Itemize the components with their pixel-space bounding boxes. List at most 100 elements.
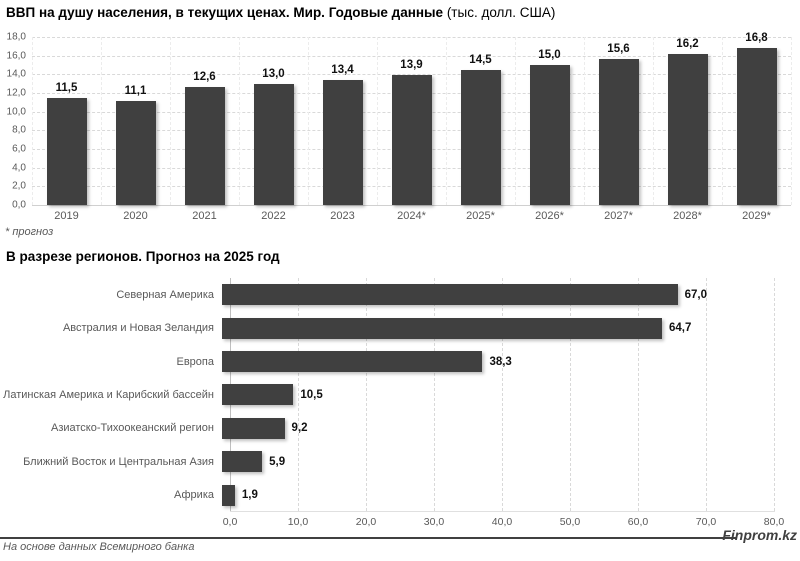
chart2-row: Азиатско-Тихоокеанский регион 9,2 xyxy=(0,412,790,445)
chart1-bar-slot: 15,0 xyxy=(515,37,584,205)
chart1-y-tick-label: 14,0 xyxy=(6,68,26,80)
chart2-category-label: Латинская Америка и Карибский бассейн xyxy=(3,388,214,401)
forecast-footnote: * прогноз xyxy=(5,226,54,238)
chart1-bar-slot: 16,8 xyxy=(722,32,791,205)
gridline-horizontal xyxy=(32,55,791,57)
chart2-x-tick-label: 60,0 xyxy=(627,516,649,528)
chart2-bars: Северная Америка 67,0 Австралия и Новая Зе… xyxy=(0,278,790,512)
chart1-y-tick-label: 10,0 xyxy=(6,106,26,118)
gridline-vertical xyxy=(584,37,585,205)
gridline-vertical xyxy=(434,278,435,511)
chart1-bar xyxy=(322,79,363,205)
chart1-y-tick-label: 18,0 xyxy=(6,31,26,43)
chart1-bars: 11,5 11,1 12,6 13,0 13,4 13,9 14,5 15,0 15,6 16,2… xyxy=(32,32,791,205)
gridline-vertical xyxy=(774,278,775,511)
gridline-vertical xyxy=(377,37,378,205)
chart2-bar-value: 38,3 xyxy=(489,355,512,368)
gridline-horizontal xyxy=(32,74,791,76)
chart1-x-tick-label: 2024* xyxy=(397,210,426,222)
chart1-bar-slot: 15,6 xyxy=(584,37,653,205)
chart1-bar-value: 15,0 xyxy=(538,49,561,61)
chart2-category-label: Ближний Восток и Центральная Азия xyxy=(23,455,214,468)
chart2-x-tick-label: 10,0 xyxy=(287,516,309,528)
gridline-vertical xyxy=(170,37,171,205)
chart1-x-tick-label: 2021 xyxy=(192,210,217,222)
gridline-vertical xyxy=(706,278,707,511)
gridline-vertical xyxy=(239,37,240,205)
chart1-bar-value: 16,8 xyxy=(745,32,768,45)
chart1-title-unit: (тыс. долл. США) xyxy=(443,5,556,20)
chart2-x-axis: 0,0 10,0 20,0 30,0 40,0 50,0 60,0 70,0 80,0 xyxy=(223,516,790,530)
chart1-bar-value: 16,2 xyxy=(676,37,699,50)
chart1-bar-value: 14,5 xyxy=(469,53,492,66)
chart2-x-tick-label: 80,0 xyxy=(763,516,785,528)
chart2-bar xyxy=(222,284,678,306)
chart2-x-tick-label: 70,0 xyxy=(695,516,717,528)
chart2-bar xyxy=(222,384,294,406)
chart1-bar xyxy=(46,97,87,205)
chart1-bar xyxy=(667,53,708,205)
chart2-category-label: Азиатско-Тихоокеанский регион xyxy=(50,422,214,435)
chart1-bar-slot: 11,5 xyxy=(32,37,101,205)
chart2-bar xyxy=(222,417,285,439)
chart2-row: Латинская Америка и Карибский бассейн 10,… xyxy=(0,378,790,411)
chart2-bar-track: 5,9 xyxy=(222,451,790,473)
chart1-y-axis: 0,0 2,0 4,0 6,0 8,0 10,0 12,0 14,0 16,0 18,0 xyxy=(0,32,28,211)
chart1-bar xyxy=(529,65,570,205)
chart2-category-label: Европа xyxy=(176,355,215,368)
gridline-vertical xyxy=(502,278,503,511)
chart1-title: ВВП на душу населения, в текущих ценах. … xyxy=(6,5,555,20)
chart1-x-tick-label: 2029* xyxy=(742,210,771,222)
chart2-bar-value: 1,9 xyxy=(241,489,258,502)
chart2-bar-value: 67,0 xyxy=(684,288,707,301)
chart1-x-tick-label: 2025* xyxy=(466,210,495,222)
chart1-x-tick-label: 2028* xyxy=(673,210,702,222)
gridline-vertical xyxy=(446,37,447,205)
chart2-bar-track: 1,9 xyxy=(222,484,790,506)
gridline-horizontal xyxy=(32,205,791,206)
chart2-bar xyxy=(222,317,662,339)
chart1-y-tick-label: 4,0 xyxy=(12,162,26,174)
chart1-x-tick-label: 2023 xyxy=(330,210,355,222)
chart1-bar-slot: 13,9 xyxy=(377,37,446,205)
chart2-bar xyxy=(222,451,263,473)
chart2-category-label: Австралия и Новая Зеландия xyxy=(62,322,214,335)
chart2-category-label: Северная Америка xyxy=(116,288,214,301)
chart1-bar-slot: 16,2 xyxy=(653,37,722,205)
chart1-y-tick-label: 8,0 xyxy=(12,124,26,136)
chart1-bar-value: 12,6 xyxy=(193,71,216,84)
chart1-y-tick-label: 6,0 xyxy=(12,143,26,155)
chart1-bar xyxy=(253,83,294,205)
gridline-horizontal xyxy=(32,37,791,38)
chart2-row: Ближний Восток и Центральная Азия 5,9 xyxy=(0,445,790,478)
chart2-x-tick-label: 30,0 xyxy=(423,516,445,528)
chart1-bar xyxy=(391,75,432,205)
chart1-y-tick-label: 2,0 xyxy=(12,180,26,192)
gridline-vertical xyxy=(298,278,299,511)
chart1-bar-value: 15,6 xyxy=(607,43,630,56)
gridline-vertical xyxy=(722,37,723,205)
chart2-title: В разрезе регионов. Прогноз на 2025 год xyxy=(6,249,280,264)
gridline-vertical xyxy=(653,37,654,205)
chart2-bar-track: 38,3 xyxy=(222,351,790,373)
chart2-x-tick-label: 40,0 xyxy=(491,516,513,528)
chart1-bar xyxy=(460,69,501,205)
chart2-bar-track: 9,2 xyxy=(222,417,790,439)
gridline-vertical xyxy=(638,278,639,511)
chart2-row: Европа 38,3 xyxy=(0,345,790,378)
chart1-bar-value: 13,0 xyxy=(262,67,285,80)
chart1-x-tick-label: 2020 xyxy=(123,210,148,222)
chart1-bar xyxy=(184,87,225,205)
chart2-bar-value: 10,5 xyxy=(300,388,323,401)
chart1-x-tick-label: 2019 xyxy=(54,210,79,222)
chart2-bar-value: 64,7 xyxy=(668,322,692,335)
chart2-bar-track: 64,7 xyxy=(222,317,790,339)
chart2-bar xyxy=(222,351,483,373)
gridline-vertical xyxy=(791,37,792,205)
chart2-bar-value: 5,9 xyxy=(269,455,286,468)
chart2-bar-track: 67,0 xyxy=(222,284,790,306)
source-note: На основе данных Всемирного банка xyxy=(3,541,195,553)
chart1-y-tick-label: 0,0 xyxy=(12,199,26,211)
chart1-bar xyxy=(115,101,156,205)
